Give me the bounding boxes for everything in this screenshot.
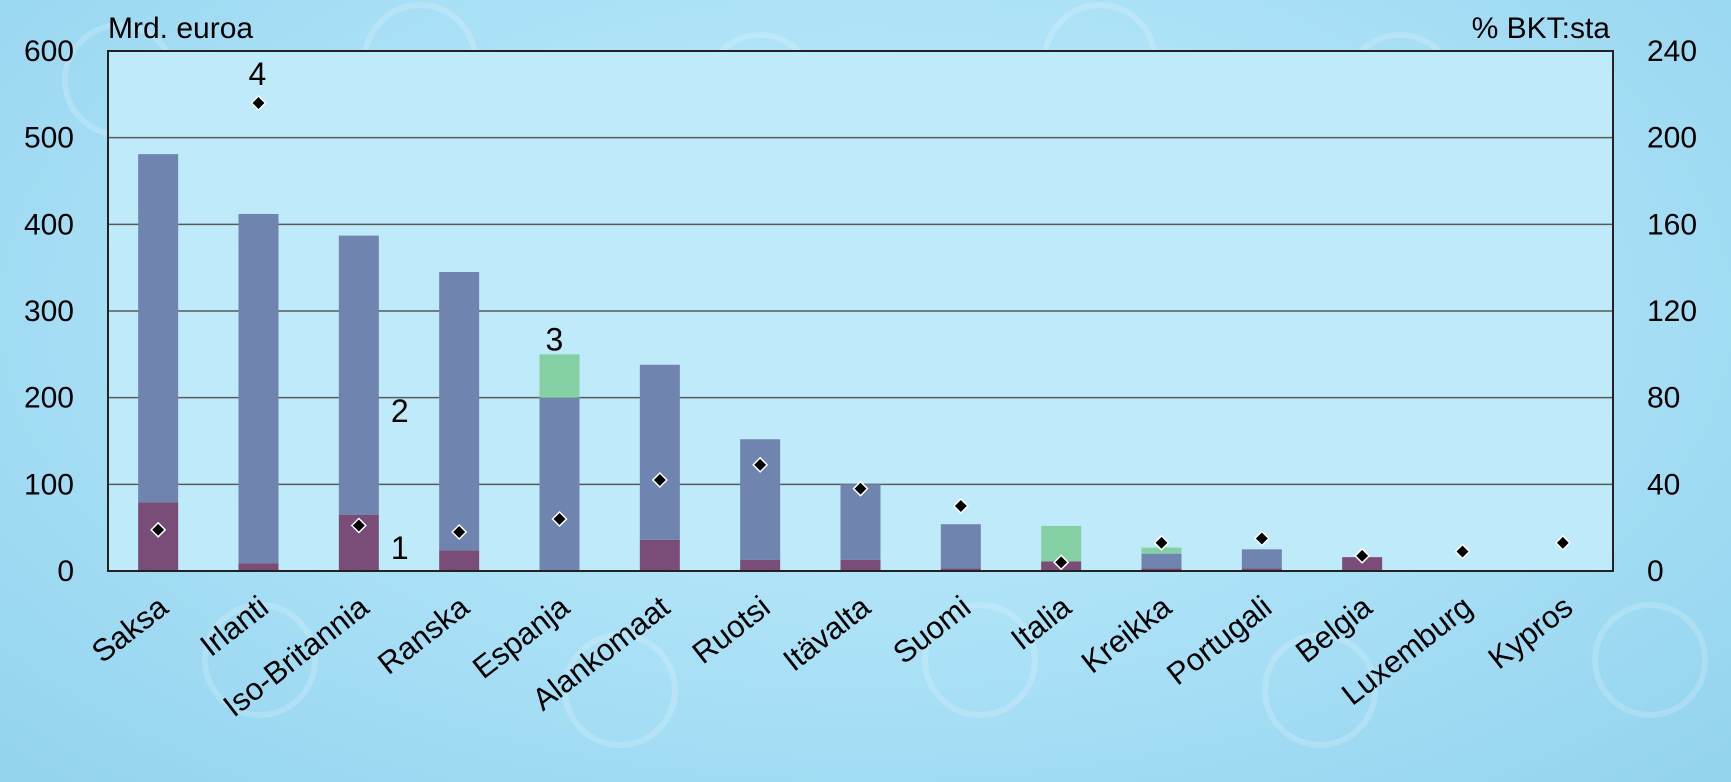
annotation-s3: 3	[546, 321, 564, 357]
right-tick-label: 80	[1647, 382, 1680, 415]
marker-point	[1354, 547, 1371, 564]
marker-point	[752, 456, 769, 473]
bar-s1	[439, 550, 480, 571]
left-tick-label: 0	[57, 555, 74, 588]
marker-point	[952, 497, 969, 515]
bar-s2	[338, 235, 379, 515]
left-tick-label: 100	[24, 468, 74, 501]
marker-point	[852, 480, 869, 497]
bar-s2	[639, 364, 680, 540]
marker-point	[1153, 534, 1170, 551]
marker-point	[451, 523, 468, 541]
bar-s2	[138, 154, 179, 503]
bar-s2	[940, 524, 981, 569]
bar-s1	[1141, 568, 1182, 571]
category-label: Portugali	[1160, 589, 1278, 692]
marker-point	[651, 471, 668, 489]
right-axis-ticks: 0 40 80 120 160 200 240	[1647, 35, 1697, 588]
right-tick-label: 160	[1647, 208, 1697, 241]
bar-s2	[238, 213, 279, 564]
bar-s1	[740, 559, 781, 571]
category-label: Itävalta	[776, 588, 877, 678]
right-axis-title: % BKT:sta	[1472, 12, 1611, 45]
bar-s1	[1241, 568, 1282, 571]
category-label: Kypros	[1482, 589, 1580, 676]
annotation-s1: 1	[391, 530, 409, 566]
bar-s1	[840, 559, 881, 571]
annotation-s2: 2	[391, 393, 409, 429]
marker-point	[150, 521, 167, 538]
left-axis-title: Mrd. euroa	[108, 12, 253, 45]
bar-s1	[238, 563, 279, 571]
bar-s3	[539, 354, 580, 398]
plot-frame	[107, 50, 1614, 572]
marker-point	[1454, 543, 1471, 560]
marker-point	[250, 94, 267, 112]
category-labels: Saksa IrlantiIso-BritanniaRanskaEspanjaAl…	[85, 588, 1579, 723]
right-tick-label: 200	[1647, 122, 1697, 155]
category-label: Suomi	[886, 589, 977, 671]
category-label: Italia	[1004, 588, 1078, 656]
category-label: Ruotsi	[686, 589, 777, 671]
category-label: Irlanti	[194, 589, 275, 663]
bar-s1	[940, 568, 981, 571]
bar-s2	[539, 397, 580, 571]
left-tick-label: 300	[24, 295, 74, 328]
bar-s1	[639, 539, 680, 571]
category-label: Saksa	[85, 588, 175, 669]
marker-point	[1554, 534, 1571, 551]
markers	[150, 94, 1571, 571]
left-tick-label: 400	[24, 208, 74, 241]
right-tick-label: 40	[1647, 468, 1680, 501]
right-tick-label: 120	[1647, 295, 1697, 328]
bar-s2	[1141, 553, 1182, 569]
bar-s2	[1241, 549, 1282, 569]
marker-point	[350, 517, 367, 534]
marker-point	[1053, 554, 1070, 571]
marker-point	[551, 510, 568, 528]
left-axis-ticks: 0 100 200 300 400 500 600	[24, 35, 74, 588]
left-tick-label: 500	[24, 122, 74, 155]
bar-s1	[1342, 557, 1383, 571]
annotations: 1 2 3 4	[249, 56, 564, 566]
category-label: Ranska	[371, 588, 476, 681]
marker-point	[1253, 530, 1270, 547]
annotation-s4: 4	[249, 56, 267, 92]
bar-s2	[840, 484, 881, 560]
right-tick-label: 0	[1647, 555, 1664, 588]
right-tick-label: 240	[1647, 35, 1697, 68]
left-tick-label: 600	[24, 35, 74, 68]
left-tick-label: 200	[24, 382, 74, 415]
bar-s2	[439, 272, 480, 551]
